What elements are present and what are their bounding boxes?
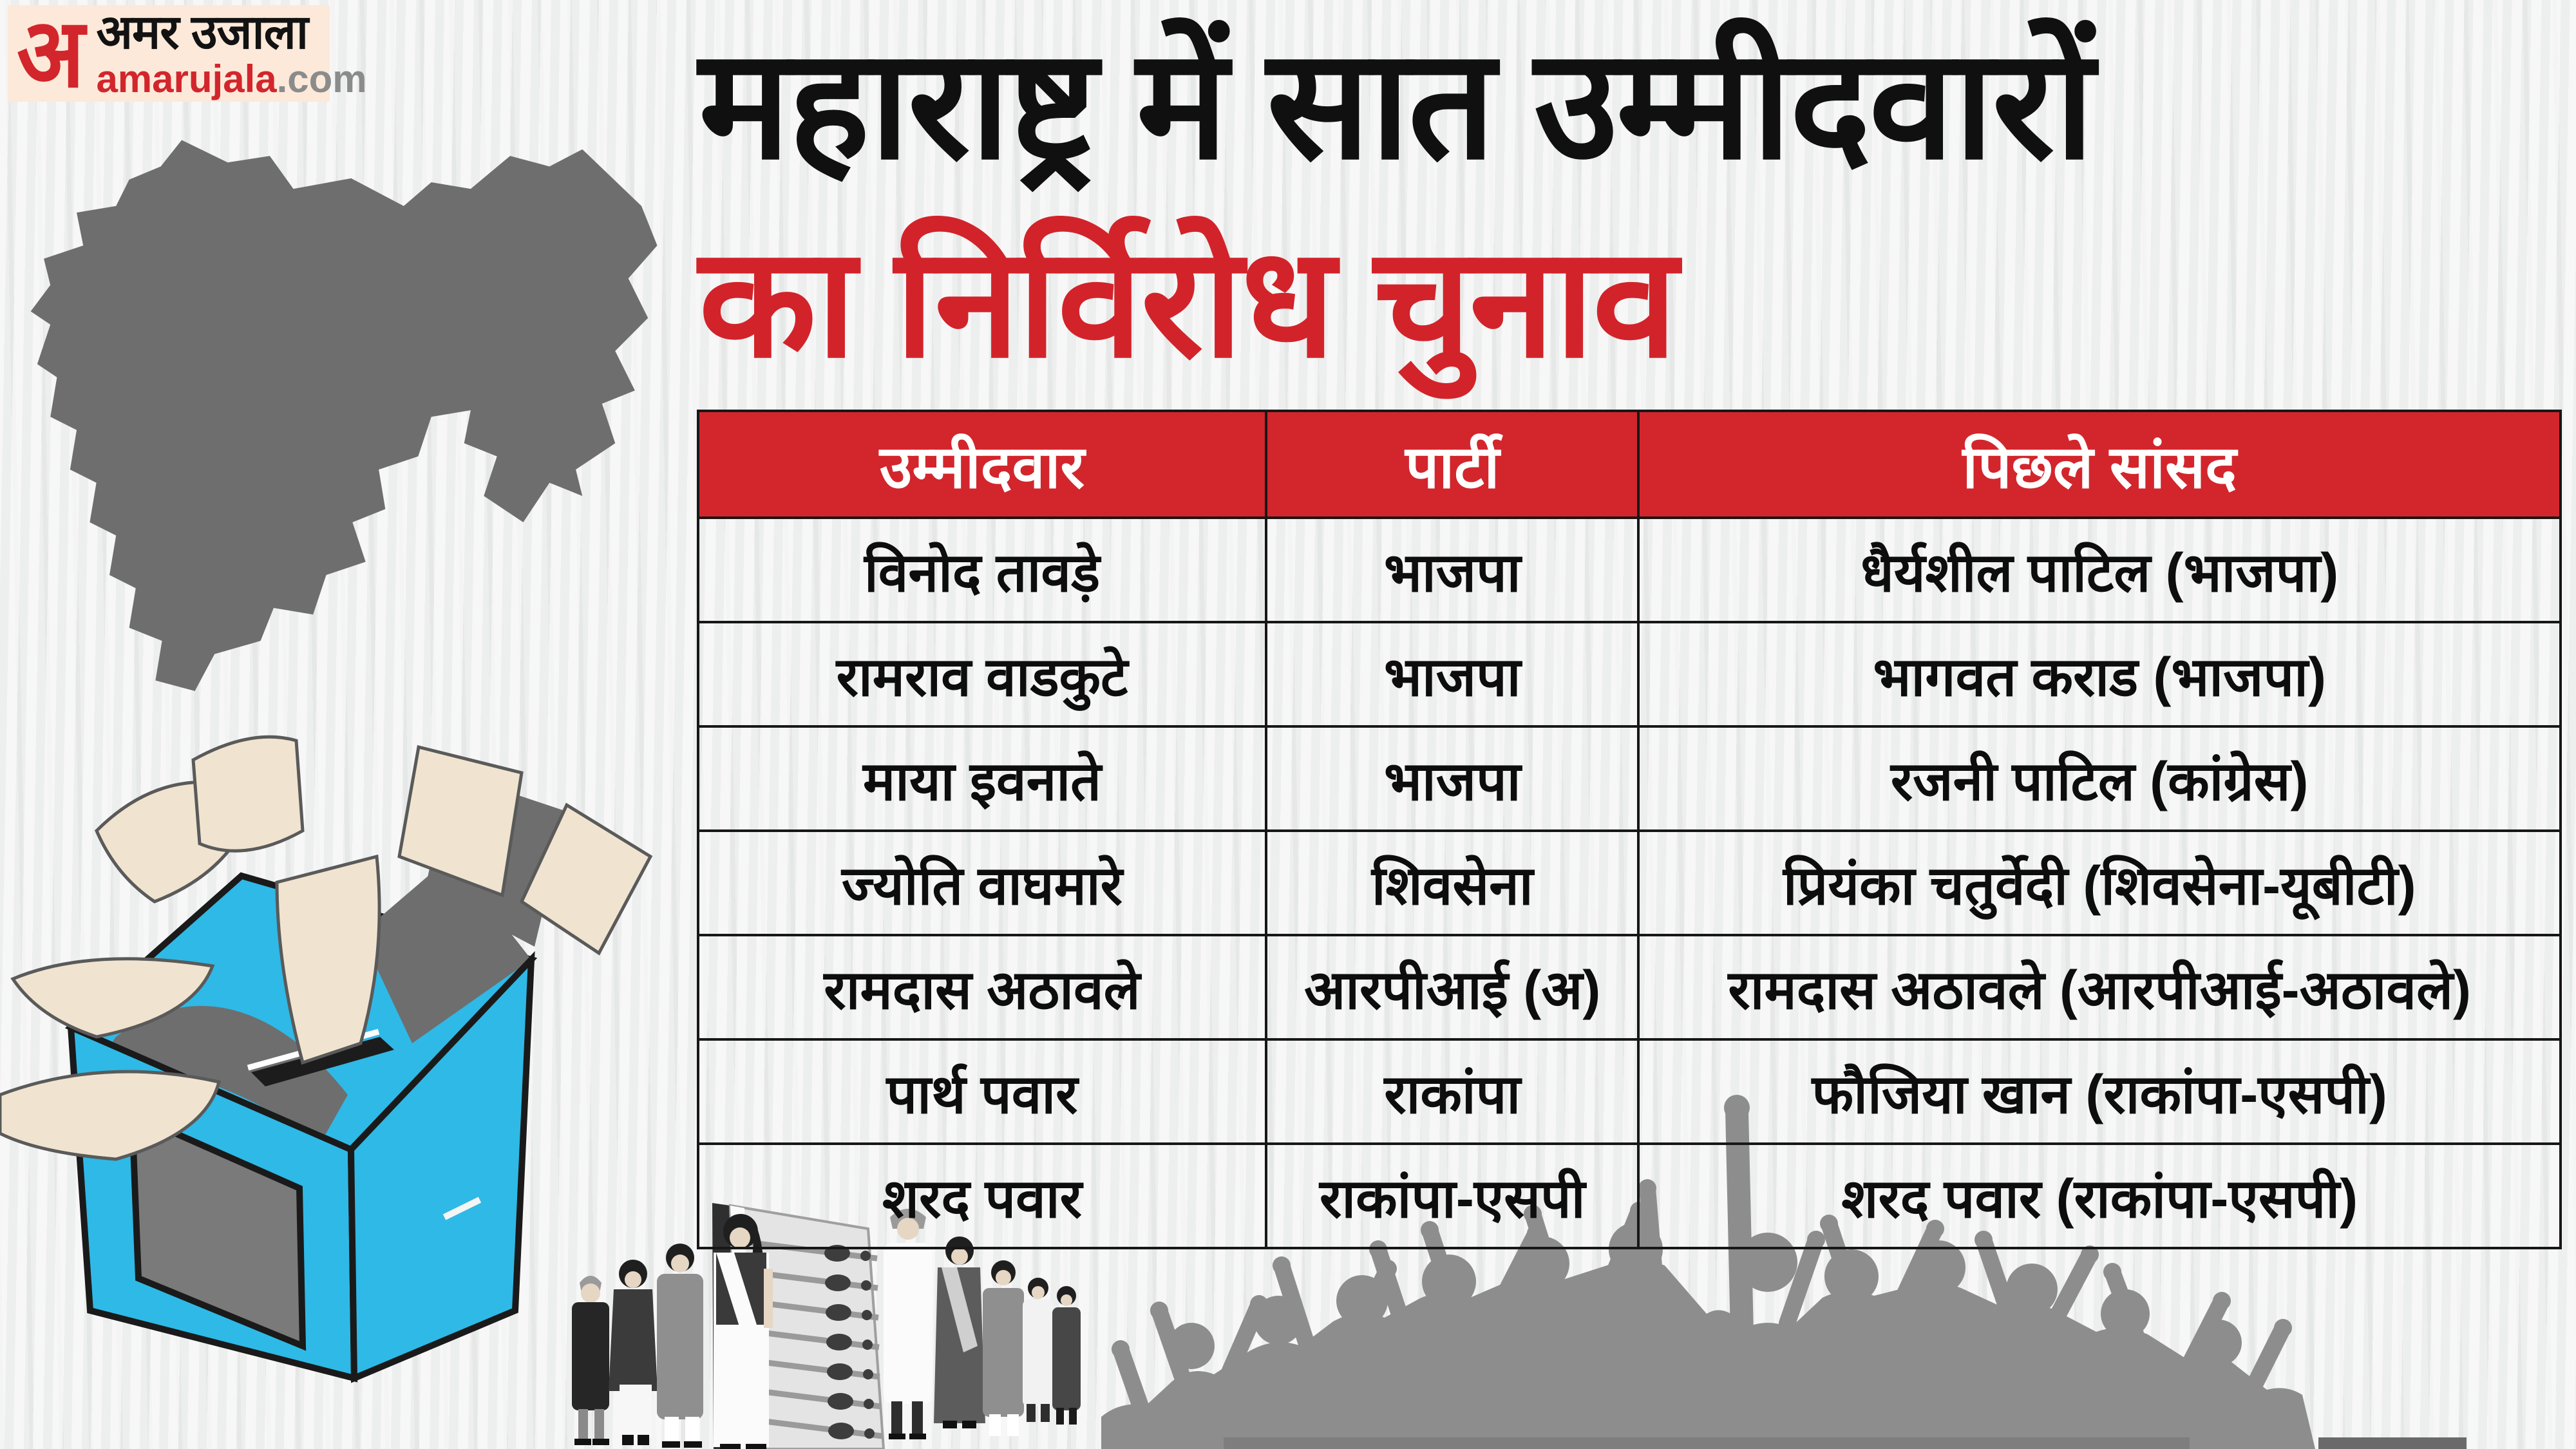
cell-party: भाजपा — [1265, 621, 1640, 728]
cell-candidate: रामदास अठावले — [696, 934, 1268, 1041]
cell-previous-mp: रामदास अठावले (आरपीआई-अठावले) — [1637, 934, 2562, 1041]
cell-party: भाजपा — [1265, 725, 1640, 832]
cell-party: आरपीआई (अ) — [1265, 934, 1640, 1041]
table-row: शरद पवार राकांपा-एसपी शरद पवार (राकांपा-… — [696, 1142, 2562, 1249]
cell-previous-mp: रजनी पाटिल (कांग्रेस) — [1637, 725, 2562, 832]
cell-previous-mp: शरद पवार (राकांपा-एसपी) — [1637, 1142, 2562, 1249]
candidates-table: उम्मीदवार पार्टी पिछले सांसद विनोद तावड़… — [696, 410, 2562, 1249]
ballot-papers-icon — [0, 735, 653, 1161]
table-row: रामराव वाडकुटे भाजपा भागवत कराड (भाजपा) — [696, 621, 2562, 728]
cell-previous-mp: भागवत कराड (भाजपा) — [1637, 621, 2562, 728]
crowd-platform — [2318, 1437, 2467, 1449]
cell-candidate: ज्योति वाघमारे — [696, 829, 1268, 936]
amar-ujala-logo[interactable]: अ अमर उजाला amarujala.com — [8, 0, 367, 108]
col-header-party: पार्टी — [1265, 410, 1640, 519]
table-row: ज्योति वाघमारे शिवसेना प्रियंका चतुर्वेद… — [696, 829, 2562, 936]
table-row: माया इवनाते भाजपा रजनी पाटिल (कांग्रेस) — [696, 725, 2562, 832]
logo-site-url: amarujala.com — [96, 60, 366, 99]
cell-party: राकांपा-एसपी — [1265, 1142, 1640, 1249]
cell-candidate: रामराव वाडकुटे — [696, 621, 1268, 728]
cell-party: शिवसेना — [1265, 829, 1640, 936]
cell-party: राकांपा — [1265, 1038, 1640, 1145]
table-header-row: उम्मीदवार पार्टी पिछले सांसद — [696, 410, 2562, 519]
headline-line1: महाराष्ट्र में सात उम्मीदवारों — [699, 19, 2094, 190]
cell-previous-mp: धैर्यशील पाटिल (भाजपा) — [1637, 516, 2562, 623]
ballot-box-icon — [64, 857, 538, 1383]
cell-previous-mp: फौजिया खान (राकांपा-एसपी) — [1637, 1038, 2562, 1145]
cell-candidate: पार्थ पवार — [696, 1038, 1268, 1145]
ballot-box-illustration — [0, 735, 653, 1383]
logo-brand-hindi: अमर उजाला — [96, 5, 308, 59]
logo-site-name: amarujala — [96, 57, 277, 100]
col-header-candidate: उम्मीदवार — [696, 410, 1268, 519]
amar-ujala-mark-icon: अ — [17, 0, 85, 108]
col-header-previous-mp: पिछले सांसद — [1637, 410, 2562, 519]
table-row: पार्थ पवार राकांपा फौजिया खान (राकांपा-ए… — [696, 1038, 2562, 1145]
headline-line2: का निर्विरोध चुनाव — [699, 218, 1678, 388]
table-row: विनोद तावड़े भाजपा धैर्यशील पाटिल (भाजपा… — [696, 516, 2562, 623]
table-row: रामदास अठावले आरपीआई (अ) रामदास अठावले (… — [696, 934, 2562, 1041]
cell-candidate: विनोद तावड़े — [696, 516, 1268, 623]
cell-party: भाजपा — [1265, 516, 1640, 623]
voter-figures-right — [884, 1209, 1081, 1439]
logo-site-tld: .com — [276, 57, 367, 100]
cell-previous-mp: प्रियंका चतुर्वेदी (शिवसेना-यूबीटी) — [1637, 829, 2562, 936]
cell-candidate: शरद पवार — [696, 1142, 1268, 1249]
cell-candidate: माया इवनाते — [696, 725, 1268, 832]
maharashtra-map-icon — [30, 140, 658, 691]
